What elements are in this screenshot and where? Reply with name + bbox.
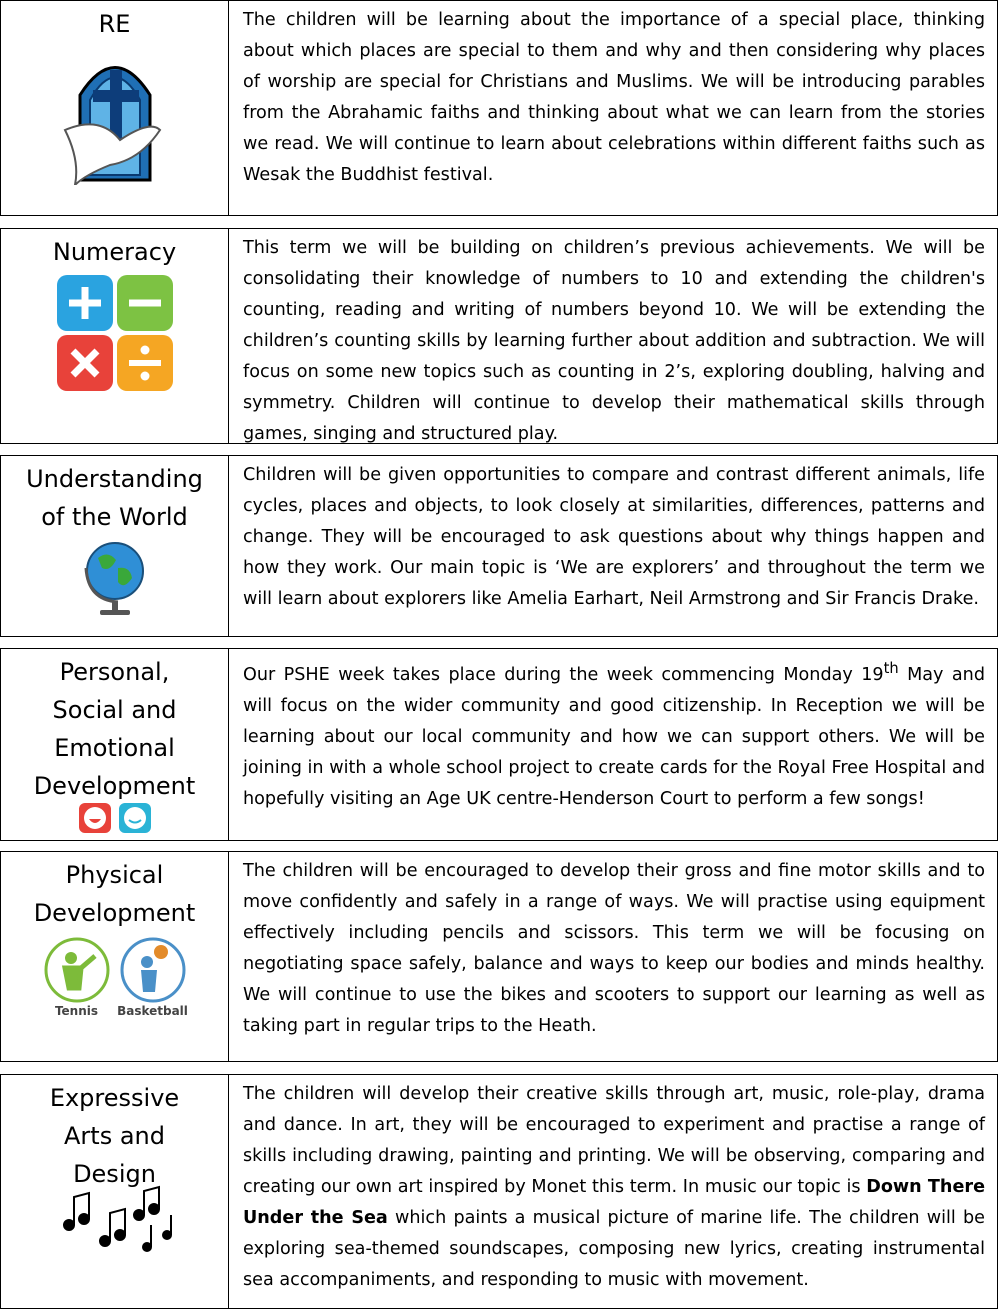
subject-cell: Personal, Social and Emotional Developme… [1,649,229,840]
subject-cell: Physical Development Tennis Basketball [1,852,229,1061]
description: This term we will be building on childre… [229,229,997,444]
globe-icon [84,542,144,615]
subject: Design [73,1160,156,1188]
row: Personal, Social and Emotional Developme… [0,648,998,841]
icon-label: Basketball [117,1004,188,1018]
church-window-icon [63,66,161,185]
sport-icon: Tennis [41,934,113,1018]
superscript: th [883,660,899,677]
sport-icons: Tennis Basketball [1,934,228,1018]
description: Children will be given opportunities to … [229,456,997,636]
description-text: The children will develop their creative… [243,1084,985,1197]
subject: Expressive [49,1084,180,1112]
subject: Social and [52,696,177,724]
row: Expressive Arts and Design The children … [0,1074,998,1309]
subject: RE [98,10,131,38]
subject: Numeracy [52,238,177,266]
row: RE The children will be learning about t… [0,0,998,216]
subject: Physical [65,861,164,889]
subject-cell: Understanding of the World [1,456,229,636]
subject: of the World [41,503,188,531]
description-text: Our PSHE week takes place during the wee… [243,664,884,685]
music-notes-icon [62,1185,172,1252]
row: Understanding of the World Children will… [0,455,998,637]
description-text: which paints a musical picture of marine… [243,1208,986,1290]
math-icon [56,275,173,391]
faces-icon [78,803,151,833]
subject: Development [33,899,196,927]
subject: Emotional [54,734,175,762]
description: The children will be encouraged to devel… [229,852,997,1061]
sport-icon: Basketball [117,934,189,1018]
subject: Personal, [59,658,170,686]
row: Physical Development Tennis Basketball T… [0,851,998,1062]
description-text: May and will focus on the wider communit… [243,664,985,809]
description: The children will develop their creative… [229,1075,997,1308]
subject-cell: RE [1,1,229,215]
description-bold: Down There Under the Sea [243,1177,985,1228]
subject: Development [33,772,196,800]
subject: Arts and [64,1122,165,1150]
description: Our PSHE week takes place during the wee… [229,649,997,840]
description: The children will be learning about the … [229,1,997,215]
subject-cell: Expressive Arts and Design [1,1075,229,1308]
description-text: The children will be learning about the … [243,10,985,185]
row: Numeracy This term we will be building o… [0,228,998,444]
subject: Understanding [26,465,203,493]
icon-label: Tennis [54,1004,99,1018]
description-text: This term we will be building on childre… [243,238,985,444]
subject-cell: Numeracy [1,229,229,443]
description-text: Children will be given opportunities to … [243,465,985,609]
description-text: The children will be encouraged to devel… [243,861,985,1036]
